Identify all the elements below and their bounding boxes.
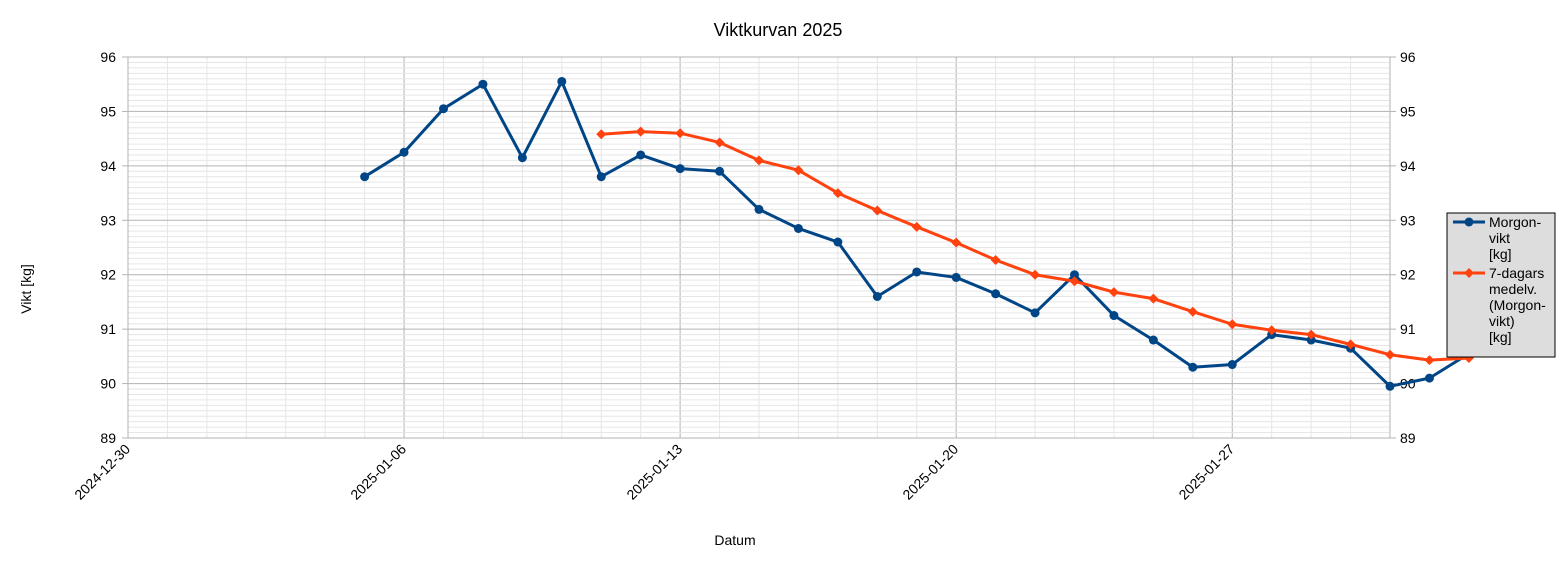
data-point-2: [990, 255, 1001, 266]
data-point-1: [1109, 311, 1119, 321]
legend-swatch-marker-2: [1464, 268, 1474, 278]
data-point-1: [793, 223, 803, 233]
legend-entry-line: medelv.: [1489, 281, 1537, 297]
y-axis-label: Vikt [kg]: [18, 264, 34, 314]
y-tick-label-right: 94: [1400, 158, 1416, 174]
data-point-2: [1148, 293, 1159, 304]
legend-entry-line: (Morgon-: [1489, 297, 1546, 313]
data-point-1: [517, 153, 527, 163]
data-point-2: [1385, 349, 1395, 360]
data-point-2: [714, 137, 725, 148]
y-tick-label-left: 90: [100, 376, 116, 392]
data-point-1: [1227, 360, 1237, 370]
data-point-1: [1148, 335, 1158, 345]
data-point-2: [1187, 306, 1198, 317]
grid: [127, 56, 1391, 439]
data-point-2: [911, 221, 922, 232]
y-tick-label-right: 91: [1400, 321, 1416, 337]
x-tick-label: 2024-12-30: [71, 441, 133, 503]
legend: Morgon-vikt [kg]7-dagars medelv. (Morgon-vi…: [1446, 212, 1556, 358]
data-point-2: [1345, 339, 1356, 350]
data-point-2: [832, 188, 843, 199]
y-tick-label-right: 92: [1400, 267, 1416, 283]
data-point-1: [1424, 373, 1434, 383]
data-point-2: [754, 155, 764, 166]
data-point-2: [1306, 329, 1317, 340]
data-point-2: [1227, 319, 1238, 330]
data-point-1: [596, 172, 606, 182]
legend-entry-1: Morgon-vikt [kg]: [1489, 214, 1541, 262]
legend-box: [1446, 212, 1556, 358]
y-tick-label-left: 93: [100, 212, 116, 228]
data-point-2: [1108, 287, 1119, 298]
data-point-1: [1030, 308, 1040, 318]
data-point-1: [1188, 362, 1198, 372]
data-point-1: [991, 289, 1001, 299]
data-point-2: [596, 129, 607, 140]
legend-entry-line: vikt): [1489, 313, 1515, 329]
legend-entry-line: vikt: [1489, 230, 1510, 246]
x-tick-label: 2025-01-27: [1175, 441, 1237, 503]
data-point-1: [1070, 270, 1079, 280]
y-tick-label-left: 92: [100, 267, 116, 283]
data-point-1: [872, 291, 882, 301]
legend-entry-line: 7-dagars: [1489, 265, 1544, 281]
y-tick-labels-left: 89 90 91 92 93 94 95 96: [100, 49, 116, 446]
data-point-1: [1385, 381, 1395, 391]
y-tick-label-right: 93: [1400, 212, 1416, 228]
x-axis-label: Datum: [714, 532, 755, 548]
legend-entry-2: 7-dagars medelv. (Morgon-vikt) [kg]: [1489, 265, 1546, 345]
y-tick-label-right: 89: [1400, 430, 1416, 446]
data-point-1: [833, 237, 843, 247]
y-tick-label-right: 96: [1400, 49, 1416, 65]
data-point-1: [675, 164, 685, 174]
data-point-1: [360, 172, 370, 182]
data-point-2: [793, 165, 804, 176]
legend-swatch-marker-1: [1464, 217, 1474, 227]
legend-entry-line: [kg]: [1489, 329, 1512, 345]
series-group: [360, 76, 1474, 391]
data-point-1: [557, 76, 567, 86]
chart-title: Viktkurvan 2025: [714, 20, 843, 40]
y-tick-label-right: 95: [1400, 103, 1416, 119]
data-point-2: [872, 205, 883, 216]
y-tick-label-left: 96: [100, 49, 116, 65]
data-point-1: [478, 79, 488, 89]
y-tick-label-left: 94: [100, 158, 116, 174]
data-point-2: [951, 237, 962, 248]
data-point-1: [439, 104, 448, 114]
data-point-1: [636, 150, 646, 160]
x-tick-label: 2025-01-20: [899, 441, 961, 503]
data-point-2: [1266, 325, 1277, 336]
data-point-1: [715, 166, 725, 176]
data-point-1: [951, 272, 961, 282]
data-point-2: [675, 128, 686, 139]
x-tick-labels: 2024-12-30 2025-01-06 2025-01-13 2025-01-20…: [71, 441, 1237, 503]
data-point-1: [754, 204, 764, 214]
data-point-1: [399, 147, 409, 157]
x-tick-label: 2025-01-13: [623, 441, 685, 503]
data-point-1: [1306, 335, 1316, 345]
data-point-2: [1030, 269, 1041, 280]
legend-entry-line: Morgon-: [1489, 214, 1541, 230]
legend-entry-line: [kg]: [1489, 246, 1512, 262]
axes: [122, 56, 1396, 439]
y-tick-label-left: 95: [100, 103, 116, 119]
y-tick-label-left: 89: [100, 430, 116, 446]
y-tick-label-left: 91: [100, 321, 116, 337]
data-point-1: [912, 267, 922, 277]
data-point-2: [1069, 276, 1080, 287]
data-point-2: [1424, 355, 1435, 366]
data-point-2: [635, 126, 646, 137]
x-tick-label: 2025-01-06: [347, 441, 409, 503]
